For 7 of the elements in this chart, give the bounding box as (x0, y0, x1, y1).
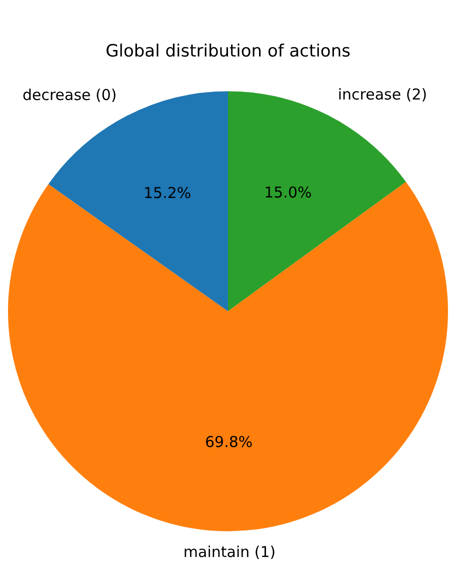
slice-label: decrease (0) (22, 86, 117, 104)
slice-label: increase (2) (338, 85, 428, 104)
slice-label: maintain (1) (183, 543, 276, 562)
data-label: 15.2% (144, 184, 192, 202)
data-label: 69.8% (205, 433, 253, 452)
data-label: 15.0% (264, 183, 312, 202)
chart-title: Global distribution of actions (106, 42, 351, 62)
